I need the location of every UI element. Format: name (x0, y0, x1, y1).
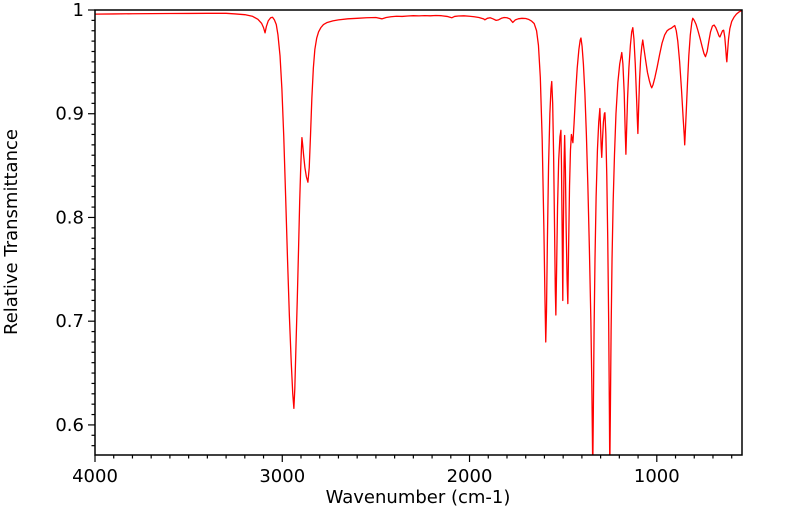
plot-border (94, 9, 743, 456)
x-tick-label: 2000 (447, 466, 493, 487)
x-axis-title: Wavenumber (cm-1) (326, 487, 511, 508)
y-tick-label: 0.7 (55, 311, 84, 332)
x-axis-major-ticks (94, 455, 658, 462)
x-tick-label: 4000 (72, 466, 118, 487)
y-tick-labels: 1 0.9 0.8 0.7 0.6 (55, 0, 84, 436)
y-tick-label: 0.8 (55, 207, 84, 228)
y-axis-title: Relative Transmittance (1, 129, 22, 335)
y-tick-label: 0.6 (55, 415, 84, 436)
y-tick-label: 0.9 (55, 104, 84, 125)
y-axis-major-ticks (88, 9, 95, 426)
spectrum-line (95, 10, 742, 455)
y-tick-label: 1 (73, 0, 84, 21)
x-tick-label: 3000 (259, 466, 305, 487)
x-tick-label: 1000 (634, 466, 680, 487)
x-tick-labels: 4000 3000 2000 1000 (72, 466, 680, 487)
